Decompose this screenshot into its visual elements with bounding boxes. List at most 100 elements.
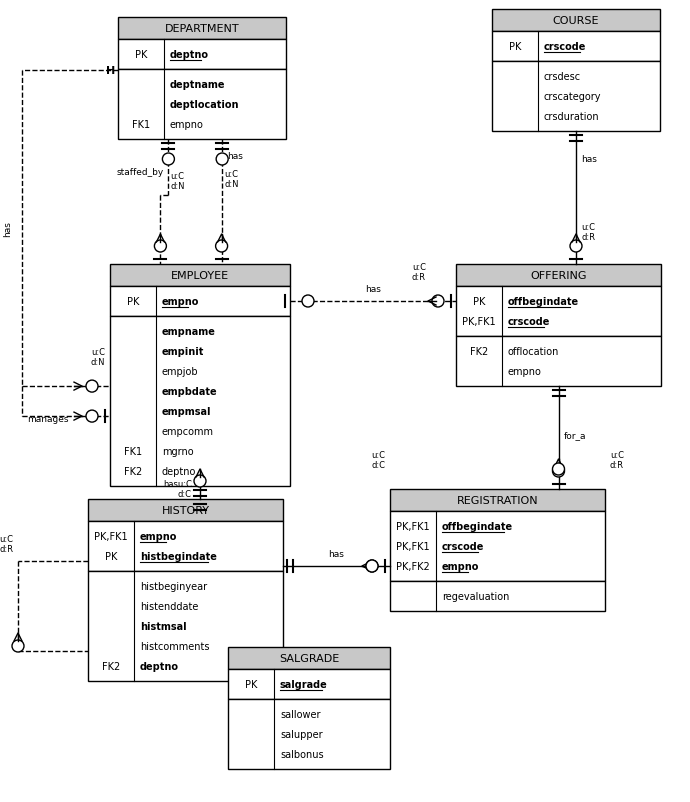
Circle shape	[162, 154, 175, 166]
Text: empno: empno	[170, 119, 204, 130]
Text: PK,FK2: PK,FK2	[396, 561, 430, 571]
Circle shape	[553, 465, 564, 477]
Text: deptname: deptname	[170, 80, 226, 90]
Bar	[492, 10, 660, 32]
Text: REGISTRATION: REGISTRATION	[457, 496, 538, 505]
Text: histbegindate: histbegindate	[140, 551, 217, 561]
Text: EMPLOYEE: EMPLOYEE	[171, 270, 229, 281]
Text: crscode: crscode	[508, 317, 551, 326]
Text: FK2: FK2	[102, 661, 120, 671]
Bar	[118, 18, 286, 40]
Text: offbegindate: offbegindate	[508, 297, 579, 306]
Text: empno: empno	[162, 297, 199, 306]
Text: deptno: deptno	[140, 661, 179, 671]
Bar	[110, 317, 290, 486]
Text: OFFERING: OFFERING	[530, 270, 586, 281]
Circle shape	[215, 241, 228, 253]
Text: FK1: FK1	[132, 119, 150, 130]
Bar	[88, 521, 283, 571]
Bar	[456, 337, 661, 387]
Text: has: has	[581, 155, 597, 164]
Bar	[456, 286, 661, 337]
Circle shape	[86, 411, 98, 423]
Text: hasu:C
d:C: hasu:C d:C	[163, 479, 192, 498]
Bar	[492, 62, 660, 132]
Text: offbegindate: offbegindate	[442, 521, 513, 532]
Text: salgrade: salgrade	[280, 679, 328, 689]
Text: empno: empno	[442, 561, 480, 571]
Text: PK: PK	[245, 679, 257, 689]
Text: empinit: empinit	[162, 346, 204, 357]
Text: crsduration: crsduration	[544, 111, 600, 122]
Text: FK2: FK2	[470, 346, 488, 357]
Text: u:C
d:C: u:C d:C	[371, 450, 385, 469]
Text: FK1: FK1	[124, 447, 142, 456]
Text: histbeginyear: histbeginyear	[140, 581, 207, 591]
Circle shape	[432, 296, 444, 308]
Text: empno: empno	[508, 367, 542, 376]
Text: u:C
d:R: u:C d:R	[0, 534, 13, 553]
Text: PK: PK	[105, 551, 117, 561]
Text: empjob: empjob	[162, 367, 199, 376]
Text: u:C
d:R: u:C d:R	[412, 262, 426, 282]
Text: salupper: salupper	[280, 729, 323, 739]
Text: crscode: crscode	[544, 42, 586, 52]
Text: PK: PK	[473, 297, 485, 306]
Text: COURSE: COURSE	[553, 16, 599, 26]
Text: u:C
d:R: u:C d:R	[610, 450, 624, 469]
Circle shape	[155, 241, 166, 253]
Text: crscategory: crscategory	[544, 92, 602, 102]
Text: u:C
d:R: u:C d:R	[581, 222, 595, 241]
Bar	[228, 647, 390, 669]
Text: manages: manages	[27, 415, 68, 423]
Circle shape	[366, 561, 378, 573]
Text: histcomments: histcomments	[140, 642, 210, 651]
Text: regevaluation: regevaluation	[442, 591, 509, 602]
Bar	[88, 571, 283, 681]
Text: mgrno: mgrno	[162, 447, 194, 456]
Text: PK,FK1: PK,FK1	[396, 541, 430, 551]
Bar	[390, 512, 605, 581]
Text: PK,FK1: PK,FK1	[462, 317, 496, 326]
Text: salbonus: salbonus	[280, 749, 324, 759]
Text: PK: PK	[135, 50, 147, 60]
Bar	[88, 500, 283, 521]
Text: histenddate: histenddate	[140, 602, 199, 611]
Circle shape	[216, 154, 228, 166]
Circle shape	[302, 296, 314, 308]
Text: u:C
d:N: u:C d:N	[170, 172, 185, 191]
Text: empno: empno	[140, 532, 177, 541]
Text: H: H	[106, 66, 115, 75]
Text: staffed_by: staffed_by	[116, 168, 164, 176]
Text: has: has	[3, 221, 12, 237]
Text: FK2: FK2	[124, 467, 142, 476]
Text: has: has	[227, 152, 243, 160]
Text: crsdesc: crsdesc	[544, 72, 581, 82]
Text: SALGRADE: SALGRADE	[279, 653, 339, 663]
Bar	[228, 669, 390, 699]
Circle shape	[86, 381, 98, 393]
Text: PK,FK1: PK,FK1	[95, 532, 128, 541]
Bar	[390, 581, 605, 611]
Bar	[456, 265, 661, 286]
Text: empbdate: empbdate	[162, 387, 217, 396]
Bar	[228, 699, 390, 769]
Text: PK,FK1: PK,FK1	[396, 521, 430, 532]
Text: DEPARTMENT: DEPARTMENT	[165, 24, 239, 34]
Text: deptlocation: deptlocation	[170, 100, 239, 110]
Bar	[118, 70, 286, 140]
Bar	[492, 32, 660, 62]
Text: has: has	[365, 285, 381, 294]
Circle shape	[570, 241, 582, 253]
Text: for_a: for_a	[564, 431, 586, 440]
Text: empmsal: empmsal	[162, 407, 212, 416]
Circle shape	[12, 640, 24, 652]
Text: deptno: deptno	[170, 50, 209, 60]
Text: HISTORY: HISTORY	[161, 505, 210, 516]
Bar	[390, 489, 605, 512]
Text: PK: PK	[509, 42, 521, 52]
Circle shape	[194, 476, 206, 488]
Text: empname: empname	[162, 326, 216, 337]
Bar	[110, 265, 290, 286]
Text: empcomm: empcomm	[162, 427, 214, 436]
